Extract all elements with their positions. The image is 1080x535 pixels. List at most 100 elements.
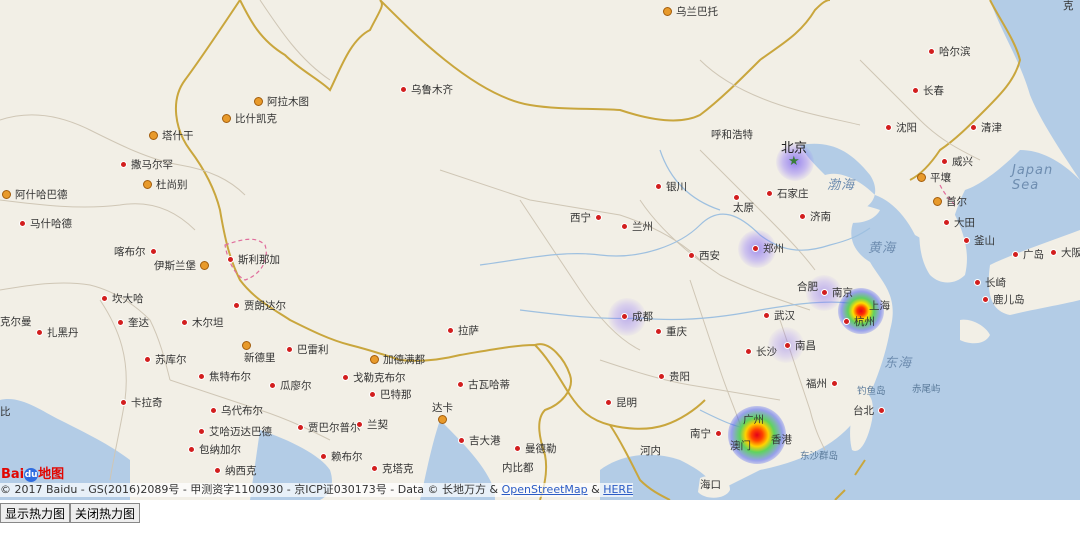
city-label[interactable]: 石家庄 <box>766 188 809 200</box>
city-label[interactable]: 南京 <box>821 287 853 299</box>
city-marker-icon <box>514 444 521 452</box>
city-label[interactable]: 奎达 <box>117 317 149 329</box>
city-label[interactable]: 银川 <box>655 181 687 193</box>
city-name: 木尔坦 <box>192 317 224 329</box>
city-label[interactable]: 曼德勒 <box>514 443 557 455</box>
city-label[interactable]: 木尔坦 <box>181 317 224 329</box>
map-copyright: © 2017 Baidu - GS(2016)2089号 - 甲测资字11009… <box>0 483 634 497</box>
city-label[interactable]: 阿什哈巴德 <box>2 189 68 201</box>
capital-marker-icon <box>370 354 379 364</box>
city-label[interactable]: 长春 <box>912 85 944 97</box>
city-marker-icon <box>1050 248 1057 256</box>
city-name: 内比都 <box>502 462 534 474</box>
city-label[interactable]: 大阪 <box>1050 247 1080 259</box>
city-label[interactable]: 上海 <box>869 300 890 312</box>
city-label[interactable]: 贾巴尔普尔 <box>297 422 361 434</box>
city-label[interactable]: 贵阳 <box>658 371 690 383</box>
city-label[interactable]: 广岛 <box>1012 249 1044 261</box>
hide-heatmap-button[interactable]: 关闭热力图 <box>70 503 141 523</box>
city-label[interactable]: 巴雷利 <box>286 344 329 356</box>
city-label[interactable]: 卡拉奇 <box>120 397 163 409</box>
city-label[interactable]: 比什凯克 <box>222 113 277 125</box>
city-label[interactable]: 哈尔滨 <box>928 46 971 58</box>
city-label[interactable]: 内比都 <box>502 462 534 474</box>
city-label[interactable]: 焦特布尔 <box>198 371 251 383</box>
city-label[interactable]: 纳西克 <box>214 465 257 477</box>
city-marker-icon <box>766 189 773 197</box>
city-label[interactable]: 平壤 <box>917 172 951 184</box>
city-label[interactable] <box>438 414 451 426</box>
city-label[interactable]: 兰契 <box>356 419 388 431</box>
city-label[interactable]: 巴特那 <box>369 389 412 401</box>
city-marker-icon <box>621 312 628 320</box>
city-label[interactable]: 鹿儿岛 <box>982 294 1025 306</box>
city-label[interactable]: 兰州 <box>621 221 653 233</box>
city-label[interactable]: 阿拉木图 <box>254 96 309 108</box>
city-name: 沈阳 <box>896 122 917 134</box>
city-label[interactable]: 斯利那加 <box>227 254 280 266</box>
city-label[interactable]: 大田 <box>943 217 975 229</box>
openstreetmap-link[interactable]: OpenStreetMap <box>501 483 588 496</box>
city-label[interactable]: 福州 <box>806 378 842 390</box>
city-label[interactable]: 南宁 <box>690 428 726 440</box>
city-label[interactable]: 艾哈迈达巴德 <box>198 426 272 438</box>
city-label[interactable]: 杜尚别 <box>143 179 188 191</box>
here-link[interactable]: HERE <box>603 483 634 496</box>
city-label[interactable]: 喀布尔 <box>114 246 161 258</box>
city-label[interactable]: 重庆 <box>655 326 687 338</box>
city-label[interactable]: 海口 <box>700 479 721 491</box>
city-label[interactable]: 长崎 <box>974 277 1006 289</box>
show-heatmap-button[interactable]: 显示热力图 <box>0 503 71 523</box>
city-label[interactable]: 塔什干 <box>149 130 194 142</box>
city-label[interactable]: 郑州 <box>752 243 784 255</box>
city-label[interactable]: 坎大哈 <box>101 293 144 305</box>
city-marker-icon <box>233 301 240 309</box>
city-label[interactable]: 乌鲁木齐 <box>400 84 453 96</box>
city-label[interactable]: 釜山 <box>963 235 995 247</box>
heatmap-controls: 显示热力图 关闭热力图 <box>0 503 141 523</box>
city-label[interactable]: 吉大港 <box>458 435 501 447</box>
baidu-map-logo[interactable]: Baidu地图 <box>1 463 64 482</box>
city-label[interactable]: 撒马尔罕 <box>120 159 173 171</box>
city-label[interactable]: 乌代布尔 <box>210 405 263 417</box>
city-label[interactable]: 澳门 <box>730 440 751 452</box>
city-label[interactable]: 威兴 <box>941 156 973 168</box>
city-label[interactable]: 瓜廖尔 <box>269 380 312 392</box>
city-label[interactable]: 戈勒克布尔 <box>342 372 406 384</box>
city-label[interactable]: 马什哈德 <box>19 218 72 230</box>
city-label[interactable]: 苏库尔 <box>144 354 187 366</box>
city-label[interactable]: 成都 <box>621 311 653 323</box>
city-label[interactable]: 沈阳 <box>885 122 917 134</box>
city-label[interactable]: 西安 <box>688 250 720 262</box>
city-label[interactable]: 南昌 <box>784 340 816 352</box>
city-label[interactable]: 广州 <box>743 414 764 426</box>
city-label[interactable]: 长沙 <box>745 346 777 358</box>
capital-label-beijing[interactable]: 北京 <box>781 141 808 156</box>
city-label[interactable]: 古瓦哈蒂 <box>457 379 510 391</box>
city-label[interactable]: 杭州 <box>843 316 875 328</box>
city-label[interactable]: 济南 <box>799 211 831 223</box>
city-name: 巴雷利 <box>297 344 329 356</box>
city-label[interactable]: 拉萨 <box>447 325 479 337</box>
city-label[interactable]: 河内 <box>640 445 661 457</box>
city-label[interactable]: 包纳加尔 <box>188 444 241 456</box>
city-label[interactable]: 克塔克 <box>371 463 414 475</box>
city-label[interactable]: 克尔曼 <box>0 316 32 328</box>
city-label[interactable]: 贾朗达尔 <box>233 300 286 312</box>
city-label[interactable]: 西宁 <box>570 212 606 224</box>
city-label[interactable] <box>733 192 744 204</box>
city-label[interactable]: 首尔 <box>933 196 967 208</box>
city-label[interactable]: 台北 <box>853 405 889 417</box>
city-label[interactable]: 乌兰巴托 <box>663 6 718 18</box>
map-canvas[interactable]: 乌兰巴托 哈尔滨 长春 乌鲁木齐 阿拉木图 比什凯克 塔什干 撒马尔罕 杜尚别 … <box>0 0 1080 500</box>
city-label[interactable] <box>242 340 255 352</box>
city-label[interactable]: 扎黑丹 <box>36 327 79 339</box>
city-label[interactable]: 加德满都 <box>370 354 425 366</box>
city-label[interactable]: 伊斯兰堡 <box>154 260 213 272</box>
city-label[interactable]: 呼和浩特 <box>711 129 753 141</box>
city-label[interactable]: 清津 <box>970 122 1002 134</box>
city-label[interactable]: 武汉 <box>763 310 795 322</box>
city-label[interactable]: 赖布尔 <box>320 451 363 463</box>
city-label[interactable]: 昆明 <box>605 397 637 409</box>
city-label[interactable]: 香港 <box>771 434 792 446</box>
